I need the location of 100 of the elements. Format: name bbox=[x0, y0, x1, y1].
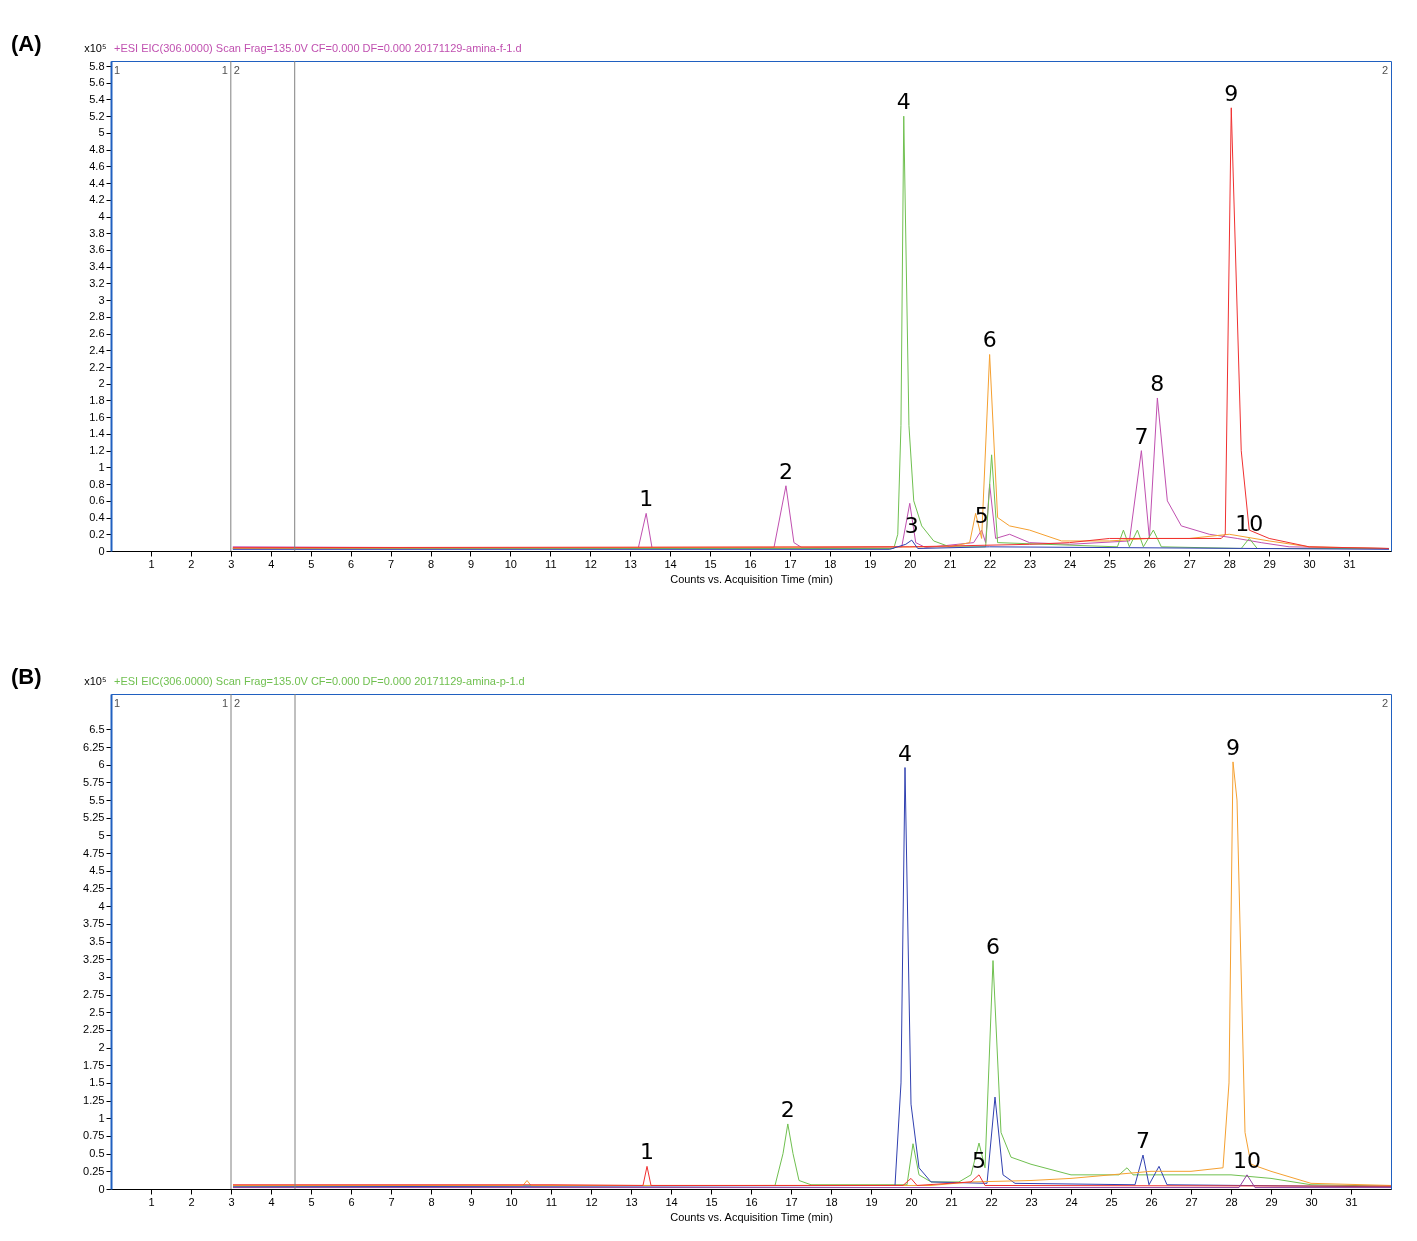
annotation: 1 bbox=[639, 486, 654, 512]
y-tick-label: 4.5 bbox=[89, 864, 105, 877]
annotation: 7 bbox=[1136, 1128, 1150, 1154]
y-tick-label: 5.5 bbox=[89, 793, 105, 806]
y-tick-label: 4 bbox=[98, 210, 105, 223]
x-tick-label: 30 bbox=[1305, 1195, 1318, 1208]
x-tick-label: 14 bbox=[664, 557, 677, 570]
x-axis-title: Counts vs. Acquisition Time (min) bbox=[670, 1210, 833, 1223]
annotation: 9 bbox=[1224, 80, 1239, 106]
y-tick-label: 2 bbox=[98, 377, 105, 390]
x-tick-label: 29 bbox=[1263, 557, 1276, 570]
x-tick-label: 2 bbox=[188, 557, 195, 570]
annotation: 10 bbox=[1235, 511, 1264, 537]
x-tick-label: 17 bbox=[785, 1195, 798, 1208]
y-tick-label: 2 bbox=[98, 1041, 105, 1054]
annotation: 6 bbox=[986, 933, 1000, 959]
y-tick-label: 0.2 bbox=[89, 527, 105, 540]
y-tick-label: 5.6 bbox=[89, 76, 105, 89]
x-tick-label: 23 bbox=[1023, 557, 1037, 570]
chart-title: +ESI EIC(306.0000) Scan Frag=135.0V CF=0.000 DF=0.000 20171129-amina-p-1.d bbox=[114, 675, 525, 687]
x-tick-label: 11 bbox=[545, 557, 557, 570]
x-tick-label: 23 bbox=[1025, 1195, 1038, 1208]
y-tick-label: 3.25 bbox=[83, 952, 105, 965]
annotation: 9 bbox=[1226, 734, 1240, 760]
x-tick-label: 8 bbox=[427, 557, 435, 570]
x-tick-label: 9 bbox=[468, 1195, 475, 1208]
x-tick-label: 27 bbox=[1183, 557, 1196, 570]
annotation: 2 bbox=[234, 697, 241, 709]
x-tick-label: 4 bbox=[268, 1195, 275, 1208]
x-tick-label: 16 bbox=[744, 557, 757, 570]
x-tick-label: 3 bbox=[228, 557, 235, 570]
y-tick-label: 1 bbox=[98, 1111, 105, 1124]
x-tick-label: 7 bbox=[388, 1195, 395, 1208]
x-tick-label: 28 bbox=[1223, 557, 1236, 570]
y-tick-label: 5.4 bbox=[89, 92, 105, 105]
y-tick-label: 0.5 bbox=[89, 1147, 105, 1160]
x-tick-label: 18 bbox=[825, 1195, 838, 1208]
y-tick-label: 3.5 bbox=[89, 935, 105, 947]
y-tick-label: 3.6 bbox=[89, 243, 105, 256]
chart-title: +ESI EIC(306.0000) Scan Frag=135.0V CF=0.000 DF=0.000 20171129-amina-f-1.d bbox=[114, 42, 522, 54]
y-tick-label: 4.6 bbox=[89, 159, 105, 172]
annotation: 1 bbox=[221, 697, 228, 709]
annotation: 8 bbox=[1150, 370, 1165, 396]
y-tick-label: 5 bbox=[98, 126, 105, 139]
y-axis-title: x10⁵ bbox=[84, 674, 107, 687]
y-tick-label: 4.75 bbox=[83, 846, 105, 859]
x-tick-label: 3 bbox=[228, 1195, 235, 1208]
y-tick-label: 2.2 bbox=[89, 360, 105, 373]
annotation: 1 bbox=[114, 697, 121, 709]
x-tick-label: 24 bbox=[1063, 557, 1077, 570]
annotation: 2 bbox=[1381, 697, 1388, 709]
y-tick-label: 2.5 bbox=[89, 1005, 105, 1018]
y-tick-label: 0.4 bbox=[89, 511, 105, 524]
annotation: 10 bbox=[1233, 1147, 1261, 1173]
y-tick-label: 5.2 bbox=[89, 109, 105, 122]
x-tick-label: 20 bbox=[904, 557, 917, 570]
x-tick-label: 18 bbox=[824, 557, 837, 570]
x-tick-label: 10 bbox=[504, 557, 517, 570]
y-tick-label: 3.8 bbox=[89, 226, 105, 239]
y-tick-label: 3 bbox=[98, 293, 105, 306]
annotation: 1 bbox=[114, 64, 121, 76]
x-tick-label: 16 bbox=[745, 1195, 758, 1208]
x-tick-label: 28 bbox=[1225, 1195, 1238, 1208]
x-tick-label: 10 bbox=[505, 1195, 518, 1208]
y-tick-label: 1.4 bbox=[89, 427, 105, 440]
y-tick-label: 6.25 bbox=[83, 740, 105, 753]
y-tick-label: 0.75 bbox=[83, 1129, 105, 1142]
y-tick-label: 1.6 bbox=[89, 410, 105, 423]
y-tick-label: 4.4 bbox=[89, 176, 105, 189]
y-tick-label: 5 bbox=[98, 828, 105, 841]
x-tick-label: 26 bbox=[1145, 1195, 1158, 1208]
x-tick-label: 5 bbox=[308, 1195, 315, 1208]
y-tick-label: 1 bbox=[98, 460, 105, 473]
y-tick-label: 5.25 bbox=[83, 811, 105, 824]
x-tick-label: 14 bbox=[665, 1195, 678, 1208]
y-tick-label: 3.4 bbox=[89, 260, 105, 273]
y-tick-label: 2.75 bbox=[83, 988, 105, 1001]
annotation: 2 bbox=[778, 458, 793, 484]
y-tick-label: 0.8 bbox=[89, 477, 105, 490]
x-tick-label: 25 bbox=[1103, 557, 1117, 570]
y-tick-label: 4.8 bbox=[89, 143, 105, 156]
x-tick-label: 2 bbox=[188, 1195, 195, 1208]
x-tick-label: 13 bbox=[624, 557, 637, 570]
x-tick-label: 6 bbox=[348, 557, 355, 570]
annotation: 4 bbox=[898, 740, 912, 766]
x-tick-label: 15 bbox=[704, 557, 717, 570]
y-tick-label: 1.2 bbox=[89, 444, 105, 457]
y-tick-label: 0 bbox=[98, 1182, 105, 1195]
y-tick-label: 5.75 bbox=[83, 775, 105, 788]
text: (A) bbox=[11, 31, 42, 56]
x-tick-label: 24 bbox=[1065, 1195, 1078, 1208]
y-tick-label: 2.25 bbox=[83, 1023, 105, 1036]
x-tick-label: 7 bbox=[388, 557, 395, 570]
annotation: 6 bbox=[982, 327, 997, 353]
y-tick-label: 1.8 bbox=[89, 393, 105, 406]
x-tick-label: 27 bbox=[1185, 1195, 1198, 1208]
annotation: 5 bbox=[972, 1147, 986, 1173]
annotation: 4 bbox=[896, 89, 911, 115]
y-tick-label: 2.4 bbox=[89, 343, 105, 356]
x-tick-label: 8 bbox=[428, 1195, 435, 1208]
